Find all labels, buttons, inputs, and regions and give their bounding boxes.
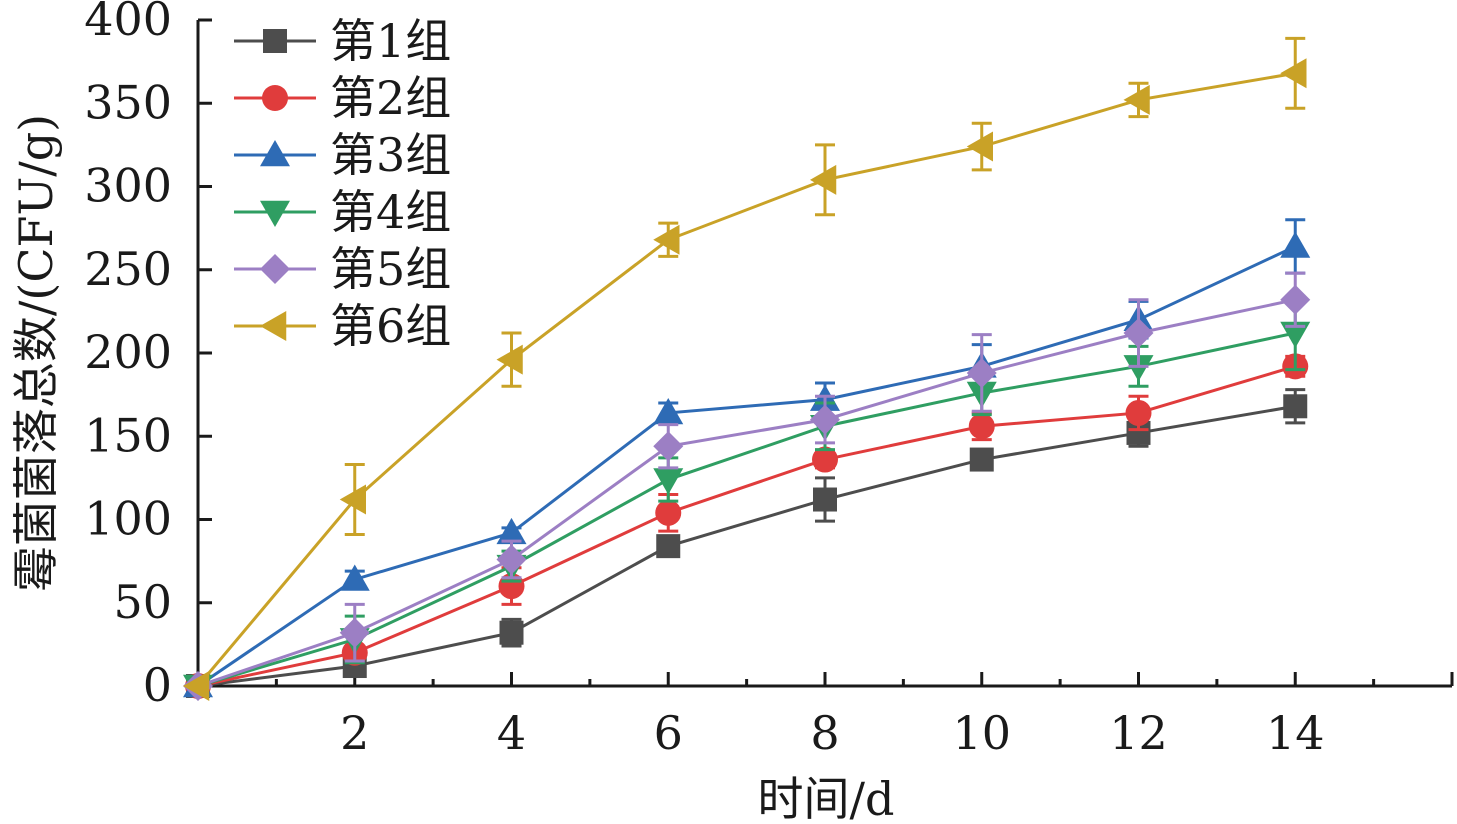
x-tick-label: 4	[497, 706, 526, 760]
data-point	[1280, 284, 1311, 315]
data-point	[969, 447, 994, 472]
series-line	[196, 71, 1296, 687]
legend-marker	[260, 200, 290, 227]
x-tick-label: 8	[810, 706, 839, 760]
data-point	[656, 534, 681, 559]
data-point	[655, 499, 682, 526]
data-point	[653, 224, 680, 255]
data-point	[653, 468, 684, 495]
data-point	[1280, 58, 1307, 89]
legend-item-4: 第4组	[234, 185, 451, 239]
data-point	[1283, 394, 1308, 419]
legend-item-5: 第5组	[234, 242, 451, 296]
data-point	[496, 517, 527, 545]
data-point	[498, 573, 525, 600]
data-point	[1123, 318, 1154, 349]
data-point	[1280, 321, 1311, 349]
series-1	[186, 388, 1308, 698]
data-point	[496, 344, 523, 375]
legend-label: 第1组	[330, 14, 451, 68]
legend-marker	[260, 311, 287, 341]
legend-item-6: 第6组	[234, 299, 451, 353]
y-tick-label: 0	[143, 658, 172, 712]
legend-item-3: 第3组	[234, 128, 451, 182]
data-point	[653, 431, 684, 462]
data-point	[1280, 231, 1311, 258]
data-point	[968, 413, 995, 440]
data-point	[1123, 355, 1154, 382]
data-point	[810, 404, 840, 435]
series-line	[197, 245, 1296, 688]
x-axis-title: 时间/d	[758, 772, 895, 824]
legend-item-1: 第1组	[234, 14, 451, 68]
legend-label: 第3组	[330, 128, 451, 182]
legend-marker	[263, 29, 287, 53]
y-tick-label: 250	[84, 242, 172, 296]
series-line	[197, 364, 1296, 688]
data-point	[339, 617, 370, 648]
data-point	[183, 671, 210, 701]
data-point	[813, 487, 837, 512]
legend-label: 第2组	[330, 71, 451, 125]
legend-marker	[262, 85, 288, 111]
data-point	[339, 564, 370, 591]
legend-label: 第5组	[330, 242, 451, 296]
y-tick-label: 300	[84, 159, 172, 213]
y-tick-label: 350	[84, 75, 172, 129]
y-tick-label: 100	[84, 492, 172, 546]
legend-marker	[260, 140, 290, 167]
series-layer	[183, 36, 1311, 701]
data-point	[653, 397, 684, 425]
series-5	[183, 271, 1311, 701]
data-point	[496, 544, 527, 575]
legend-label: 第6组	[330, 299, 451, 353]
series-line	[197, 404, 1296, 688]
series-line	[197, 331, 1296, 688]
axes: 0 50 100 150 200 250 300 350 400 2 4 6 8 10 12 14	[84, 0, 1454, 760]
y-axis-title: 霉菌菌落总数/(CFU/g)	[9, 114, 63, 592]
series-line	[197, 298, 1296, 688]
x-tick-label: 2	[340, 706, 369, 760]
data-point	[1123, 84, 1150, 115]
y-tick-label: 150	[84, 408, 172, 462]
data-point	[339, 484, 366, 515]
legend-item-2: 第2组	[234, 71, 451, 125]
data-point	[812, 446, 838, 473]
data-point	[966, 357, 997, 388]
y-tick-label: 200	[84, 325, 172, 379]
y-tick-label: 50	[113, 575, 172, 629]
x-tick-label: 10	[952, 706, 1011, 760]
legend-marker	[260, 254, 290, 284]
x-tick-label: 6	[654, 706, 683, 760]
data-point	[966, 131, 993, 162]
data-point	[810, 164, 837, 195]
data-point	[499, 620, 524, 645]
legend-label: 第4组	[330, 185, 451, 239]
x-tick-label: 12	[1109, 706, 1168, 760]
series-6	[183, 36, 1307, 701]
data-point	[1125, 399, 1152, 426]
x-tick-label: 14	[1266, 706, 1325, 760]
y-tick-label: 400	[84, 0, 172, 46]
